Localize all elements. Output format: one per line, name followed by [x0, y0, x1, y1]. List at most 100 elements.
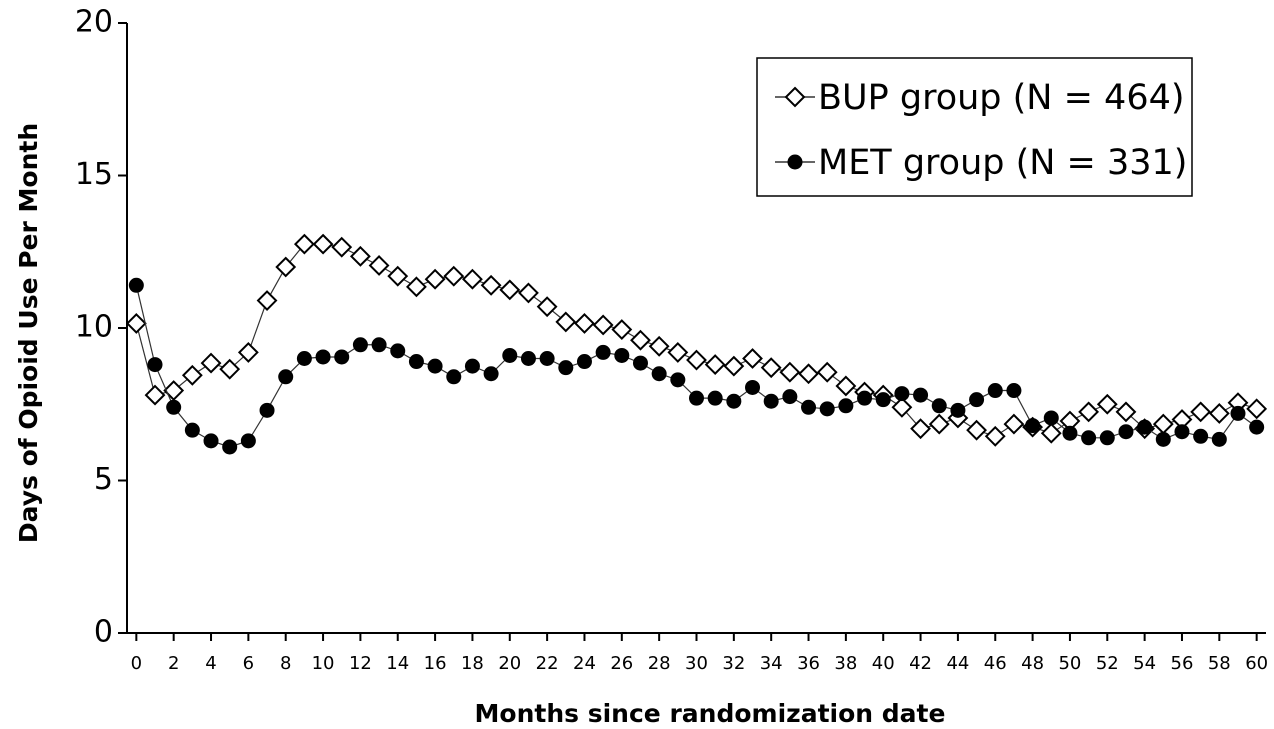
data-point	[651, 366, 667, 382]
data-point	[801, 399, 817, 415]
data-point	[1078, 401, 1100, 423]
data-point	[667, 341, 689, 363]
data-point	[371, 337, 387, 353]
x-tick-label: 16	[424, 653, 447, 674]
x-tick-label: 20	[498, 653, 521, 674]
data-point	[1211, 431, 1227, 447]
x-tick-label: 2	[168, 653, 179, 674]
legend-box	[756, 57, 1193, 197]
x-tick-label: 40	[872, 653, 895, 674]
data-point	[181, 364, 203, 386]
data-point	[334, 349, 350, 365]
data-point	[184, 422, 200, 438]
data-point	[779, 361, 801, 383]
x-tick-label: 58	[1208, 653, 1231, 674]
data-point	[125, 313, 147, 334]
data-point	[1249, 419, 1265, 435]
data-point	[555, 311, 577, 333]
x-tick-label: 6	[243, 653, 254, 674]
data-point	[443, 265, 465, 287]
data-point	[1115, 401, 1137, 423]
data-point	[798, 363, 819, 385]
x-tick-label: 26	[610, 653, 633, 674]
data-point	[427, 358, 443, 374]
data-point	[894, 386, 910, 402]
data-point	[1190, 401, 1212, 423]
data-point	[368, 255, 390, 276]
data-point	[913, 387, 929, 403]
x-tick-label: 32	[722, 653, 745, 674]
data-point	[387, 265, 409, 287]
x-tick-label: 54	[1133, 653, 1156, 674]
data-point	[723, 355, 745, 377]
data-point	[984, 425, 1006, 447]
data-point	[611, 319, 633, 340]
data-point	[704, 354, 726, 376]
data-point	[1155, 431, 1171, 447]
data-point	[352, 337, 368, 353]
data-point	[128, 277, 144, 293]
data-point	[857, 390, 873, 406]
data-point	[931, 398, 947, 414]
data-point	[928, 413, 950, 435]
data-point	[163, 380, 185, 401]
data-point	[1174, 424, 1190, 440]
data-point	[707, 390, 723, 406]
x-tick-label: 60	[1245, 653, 1268, 674]
x-tick-label: 44	[946, 653, 969, 674]
data-point	[483, 366, 499, 382]
data-point	[745, 379, 761, 395]
data-point	[576, 354, 592, 370]
data-point	[1099, 430, 1115, 446]
data-point	[838, 398, 854, 414]
data-point	[480, 274, 502, 296]
data-point	[222, 439, 238, 455]
data-point	[574, 313, 595, 334]
data-point	[819, 401, 835, 417]
y-tick-label: 5	[94, 462, 113, 497]
data-point	[1208, 402, 1230, 424]
data-point	[966, 419, 987, 441]
data-point	[237, 341, 259, 363]
data-point	[259, 402, 275, 418]
x-tick-label: 4	[205, 653, 216, 674]
data-point	[1096, 393, 1118, 415]
x-tick-label: 42	[909, 653, 932, 674]
data-point	[910, 418, 931, 440]
legend-marker	[784, 86, 806, 108]
y-axis-label: Days of Opioid Use Per Month	[14, 123, 43, 543]
legend-label: BUP group (N = 464)	[818, 78, 1185, 118]
x-tick-label: 10	[312, 653, 335, 674]
data-point	[349, 245, 371, 267]
data-point	[296, 351, 312, 366]
data-point	[293, 233, 315, 255]
x-tick-label: 12	[349, 653, 372, 674]
data-point	[969, 392, 985, 408]
data-point	[203, 433, 219, 449]
data-point	[1152, 413, 1174, 435]
data-point	[144, 384, 166, 406]
x-tick-label: 52	[1096, 653, 1119, 674]
data-point	[987, 383, 1003, 399]
x-tick-label: 30	[685, 653, 708, 674]
data-point	[742, 348, 763, 369]
data-point	[592, 314, 614, 336]
data-point	[816, 361, 838, 383]
data-point	[256, 290, 278, 311]
y-tick-label: 0	[94, 615, 113, 650]
data-point	[200, 352, 222, 374]
data-point	[1193, 428, 1209, 444]
y-tick-label: 10	[75, 310, 113, 345]
x-tick-label: 38	[834, 653, 857, 674]
x-tick-label: 0	[131, 653, 142, 674]
data-point	[424, 268, 446, 290]
data-point	[408, 354, 424, 370]
data-point	[539, 351, 555, 366]
x-axis-label: Months since randomization date	[475, 699, 946, 728]
x-tick-label: 48	[1021, 653, 1044, 674]
data-point	[406, 276, 427, 298]
data-point	[782, 389, 798, 405]
data-point	[648, 335, 670, 357]
x-tick-label: 14	[386, 653, 409, 674]
